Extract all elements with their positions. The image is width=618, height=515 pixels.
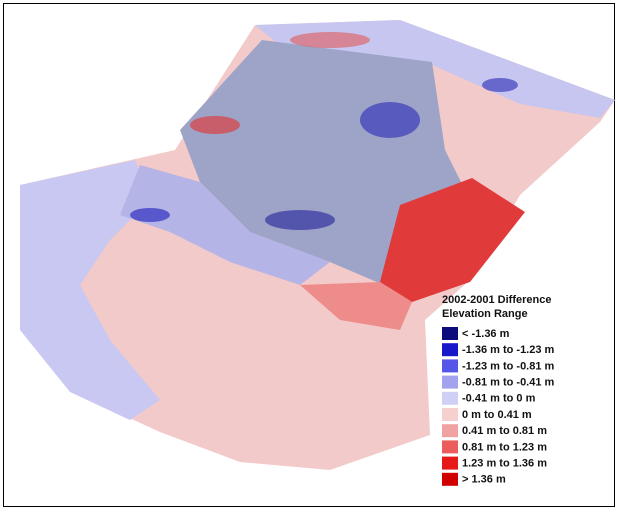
- legend-swatch: [442, 440, 458, 453]
- legend-swatch: [442, 376, 458, 389]
- legend-swatch: [442, 473, 458, 486]
- legend-label: > 1.36 m: [462, 474, 506, 486]
- legend-label: < -1.36 m: [462, 328, 510, 340]
- legend-swatch: [442, 327, 458, 340]
- legend-title: Elevation Range: [442, 308, 528, 320]
- legend-label: -0.81 m to -0.41 m: [462, 377, 555, 389]
- legend-label: 0.81 m to 1.23 m: [462, 441, 547, 453]
- legend-title: 2002-2001 Difference: [442, 294, 551, 306]
- legend-swatch: [442, 392, 458, 405]
- terrain-loss-patch: [265, 210, 335, 230]
- legend-swatch: [442, 457, 458, 470]
- legend-label: 0 m to 0.41 m: [462, 409, 532, 421]
- legend-swatch: [442, 408, 458, 421]
- legend-label: -0.41 m to 0 m: [462, 393, 536, 405]
- legend-swatch: [442, 343, 458, 356]
- terrain-loss-patch: [482, 78, 518, 92]
- legend-label: -1.23 m to -0.81 m: [462, 360, 555, 372]
- legend-label: 1.23 m to 1.36 m: [462, 458, 547, 470]
- terrain-loss-patch: [130, 208, 170, 222]
- legend-label: 0.41 m to 0.81 m: [462, 425, 547, 437]
- terrain-gain-patch: [290, 32, 370, 48]
- legend-swatch: [442, 424, 458, 437]
- legend-swatch: [442, 359, 458, 372]
- figure: 2002-2001 Difference Elevation Range < -…: [0, 0, 618, 510]
- terrain-loss-patch: [360, 102, 420, 138]
- legend-label: -1.36 m to -1.23 m: [462, 344, 555, 356]
- terrain-gain-patch: [190, 116, 240, 134]
